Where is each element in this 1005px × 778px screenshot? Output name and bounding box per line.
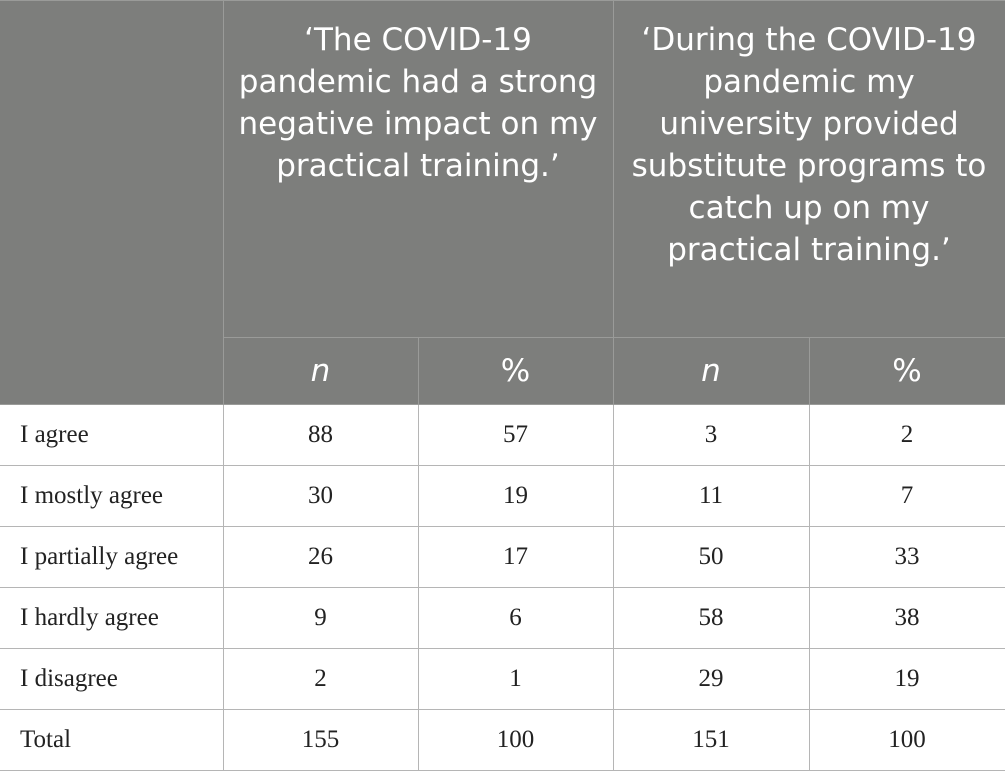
q1-n-cell: 155 (222, 709, 419, 771)
q1-percent-cell: 100 (417, 709, 614, 771)
q2-percent-cell: 33 (808, 526, 1005, 588)
q2-n-header: n (612, 337, 810, 405)
q1-percent-cell: 17 (417, 526, 614, 588)
row-label: I hardly agree (0, 587, 224, 649)
q1-percent-cell: 1 (417, 648, 614, 710)
q1-n-cell: 30 (222, 465, 419, 527)
q2-n-cell: 151 (612, 709, 810, 771)
question-2-header: ‘During the COVID-19 pandemic my univers… (612, 0, 1005, 338)
total-row: Total 155 100 151 100 (0, 709, 1005, 771)
q1-percent-header: % (417, 337, 614, 405)
row-label: I agree (0, 404, 224, 466)
q1-n-header: n (222, 337, 419, 405)
table-row: I mostly agree 30 19 11 7 (0, 465, 1005, 527)
q1-n-cell: 88 (222, 404, 419, 466)
q2-percent-cell: 38 (808, 587, 1005, 649)
q2-percent-header: % (808, 337, 1005, 405)
q1-percent-cell: 6 (417, 587, 614, 649)
header-subcolumn-row: n % n % (0, 337, 1005, 405)
table-row: I partially agree 26 17 50 33 (0, 526, 1005, 588)
q2-percent-cell: 100 (808, 709, 1005, 771)
table-row: I disagree 2 1 29 19 (0, 648, 1005, 710)
table-row: I hardly agree 9 6 58 38 (0, 587, 1005, 649)
row-label: I partially agree (0, 526, 224, 588)
q2-n-cell: 29 (612, 648, 810, 710)
q2-n-cell: 50 (612, 526, 810, 588)
q1-n-cell: 26 (222, 526, 419, 588)
q1-percent-cell: 19 (417, 465, 614, 527)
row-label: I mostly agree (0, 465, 224, 527)
corner-header-cell (0, 0, 224, 405)
question-1-header: ‘The COVID-19 pandemic had a strong nega… (222, 0, 614, 338)
q2-n-cell: 3 (612, 404, 810, 466)
header-question-row: ‘The COVID-19 pandemic had a strong nega… (0, 0, 1005, 405)
row-label: Total (0, 709, 224, 771)
row-label: I disagree (0, 648, 224, 710)
q2-percent-cell: 2 (808, 404, 1005, 466)
q1-n-cell: 9 (222, 587, 419, 649)
q2-n-cell: 58 (612, 587, 810, 649)
q2-percent-cell: 19 (808, 648, 1005, 710)
q2-n-cell: 11 (612, 465, 810, 527)
q2-percent-cell: 7 (808, 465, 1005, 527)
q1-n-cell: 2 (222, 648, 419, 710)
table-row: I agree 88 57 3 2 (0, 404, 1005, 466)
q1-percent-cell: 57 (417, 404, 614, 466)
